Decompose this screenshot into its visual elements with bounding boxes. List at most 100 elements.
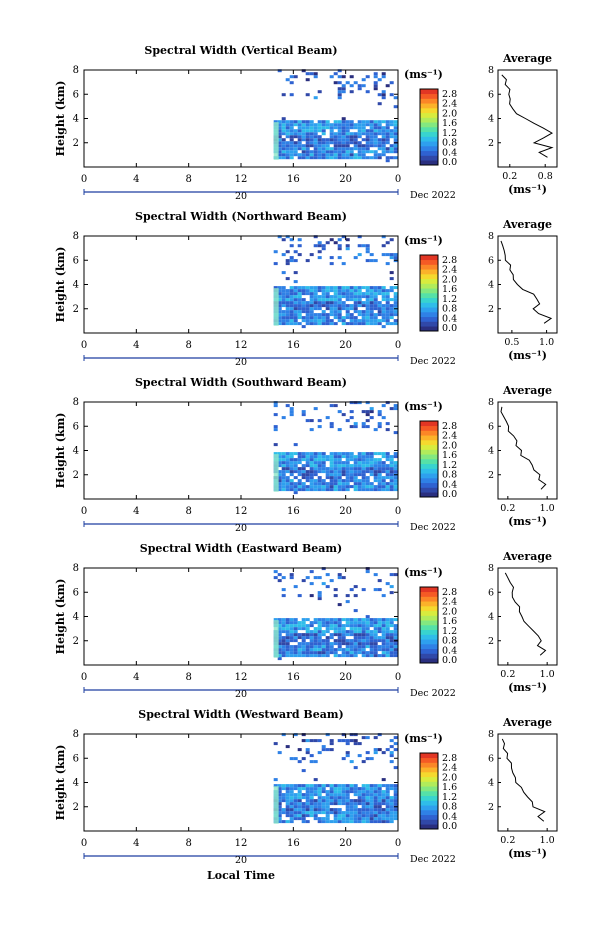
heatmap-cell xyxy=(393,123,398,127)
heatmap-cell xyxy=(385,156,390,160)
heatmap-cell xyxy=(301,642,306,646)
heatmap-cell xyxy=(313,485,318,489)
heatmap-cell xyxy=(381,645,386,649)
heatmap-cell xyxy=(345,787,350,791)
heatmap-cell xyxy=(289,802,294,806)
y-axis-label: Height (km) xyxy=(54,745,67,821)
heatmap-cell xyxy=(281,479,286,483)
heatmap-cell xyxy=(285,126,290,130)
heatmap-cell xyxy=(325,585,330,589)
heatmap-cell xyxy=(321,639,326,643)
heatmap-cell xyxy=(389,621,394,625)
heatmap-cell xyxy=(309,808,314,812)
date-label: Dec 2022 xyxy=(410,522,456,533)
date-label: Dec 2022 xyxy=(410,356,456,367)
heatmap-cell xyxy=(321,805,326,809)
heatmap-cell xyxy=(333,799,338,803)
x-tick-label: 0 xyxy=(395,672,401,683)
heatmap-cell xyxy=(309,784,314,788)
heatmap-cell xyxy=(297,310,302,314)
heatmap-cell xyxy=(361,78,366,82)
heatmap-cell xyxy=(381,618,386,622)
colorbar-swatch xyxy=(420,307,438,313)
heatmap-cell xyxy=(329,621,334,625)
heatmap-cell xyxy=(305,319,310,323)
heatmap-cell xyxy=(317,751,322,755)
heatmap-cell xyxy=(301,286,306,290)
heatmap-cell xyxy=(385,811,390,815)
heatmap-cell xyxy=(305,72,310,76)
heatmap-cell xyxy=(337,485,342,489)
colorbar-tick-label: 2.4 xyxy=(442,99,457,110)
heatmap-cell xyxy=(309,811,314,815)
heatmap-cell xyxy=(349,814,354,818)
heatmap-cell xyxy=(357,618,362,622)
heatmap-cell xyxy=(365,784,370,788)
heatmap-cell xyxy=(321,147,326,151)
heatmap-cell xyxy=(321,295,326,299)
heatmap-cell xyxy=(357,621,362,625)
heatmap-cell xyxy=(389,633,394,637)
heatmap-cell xyxy=(313,298,318,302)
heatmap-cell xyxy=(353,301,358,305)
heatmap-cell xyxy=(277,289,282,293)
heatmap-cell xyxy=(369,790,374,794)
heatmap-cell xyxy=(289,633,294,637)
heatmap-cell xyxy=(365,413,370,417)
heatmap-cell xyxy=(337,461,342,465)
heatmap-cell xyxy=(313,576,318,580)
heatmap-cell xyxy=(313,126,318,130)
heatmap-cell xyxy=(365,147,370,151)
heatmap-cell xyxy=(373,479,378,483)
heatmap-cell xyxy=(349,123,354,127)
heatmap-cell xyxy=(285,618,290,622)
heatmap-cell xyxy=(349,787,354,791)
heatmap-cell xyxy=(349,790,354,794)
heatmap-cell xyxy=(365,319,370,323)
heatmap-cell xyxy=(357,642,362,646)
heatmap-cell xyxy=(377,811,382,815)
heatmap-cell xyxy=(305,820,310,824)
heatmap-cell xyxy=(277,156,282,160)
colorbar-swatch xyxy=(420,610,438,616)
heatmap-cell xyxy=(381,633,386,637)
heatmap-cell xyxy=(369,757,374,761)
heatmap-cell xyxy=(381,135,386,139)
heatmap-cell xyxy=(341,576,346,580)
heatmap-cell xyxy=(365,247,370,251)
heatmap-cell xyxy=(333,141,338,145)
heatmap-cell xyxy=(309,648,314,652)
heatmap-cell xyxy=(317,455,322,459)
heatmap-cell xyxy=(317,627,322,631)
heatmap-cell xyxy=(301,618,306,622)
heatmap-cell xyxy=(317,591,322,595)
heatmap-cell xyxy=(393,431,398,435)
heatmap-cell xyxy=(353,422,358,426)
heatmap-cell xyxy=(277,69,282,73)
heatmap-cell xyxy=(373,573,378,577)
heatmap-cell xyxy=(373,621,378,625)
heatmap-cell xyxy=(297,648,302,652)
heatmap-cell xyxy=(393,618,398,622)
heatmap-cell xyxy=(337,81,342,85)
heatmap-cell xyxy=(353,307,358,311)
heatmap-cell xyxy=(349,401,354,405)
heatmap-cell xyxy=(301,289,306,293)
heatmap-cell xyxy=(385,799,390,803)
heatmap-cell xyxy=(301,648,306,652)
heatmap-cell xyxy=(325,636,330,640)
heatmap-cell xyxy=(317,144,322,148)
heatmap-cell xyxy=(389,132,394,136)
heatmap-cell xyxy=(317,307,322,311)
heatmap-cell xyxy=(281,630,286,634)
colorbar: 0.00.40.81.21.62.02.42.8 xyxy=(419,254,457,334)
colorbar-swatch xyxy=(420,440,438,446)
heatmap-cell xyxy=(317,250,322,254)
heatmap-cell xyxy=(381,253,386,257)
heatmap-cell xyxy=(309,138,314,142)
heatmap-cell xyxy=(325,808,330,812)
colorbar-swatch xyxy=(420,321,438,327)
x-tick-label: 0 xyxy=(81,672,87,683)
heatmap-cell xyxy=(349,316,354,320)
heatmap-cell xyxy=(365,479,370,483)
